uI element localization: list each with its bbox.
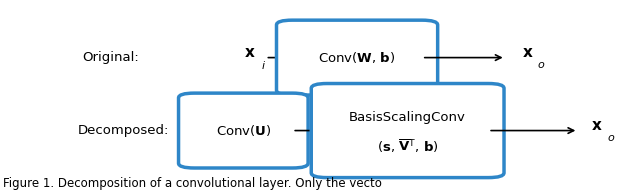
Text: $\mathbf{x}$: $\mathbf{x}$ xyxy=(193,118,205,133)
FancyBboxPatch shape xyxy=(276,20,437,95)
Text: Conv($\mathbf{W}$, $\mathbf{b}$): Conv($\mathbf{W}$, $\mathbf{b}$) xyxy=(319,50,396,65)
Text: $\mathbf{x}$: $\mathbf{x}$ xyxy=(592,118,603,133)
Text: $\mathbf{x}$: $\mathbf{x}$ xyxy=(522,45,533,60)
Text: Figure 1. Decomposition of a convolutional layer. Only the vecto: Figure 1. Decomposition of a convolution… xyxy=(3,177,382,190)
Text: Decomposed:: Decomposed: xyxy=(78,124,169,137)
FancyBboxPatch shape xyxy=(178,93,308,168)
Text: Original:: Original: xyxy=(82,51,139,64)
Text: $\mathit{o}$: $\mathit{o}$ xyxy=(607,133,616,143)
Text: ($\mathbf{s}$, $\mathbf{\overline{V}}^\mathrm{T}$, $\mathbf{b}$): ($\mathbf{s}$, $\mathbf{\overline{V}}^\m… xyxy=(377,137,439,155)
FancyBboxPatch shape xyxy=(312,84,504,178)
Text: $\mathbf{x}$: $\mathbf{x}$ xyxy=(244,45,255,60)
Text: Conv($\mathbf{U}$): Conv($\mathbf{U}$) xyxy=(216,123,271,138)
Text: $\mathit{i}$: $\mathit{i}$ xyxy=(261,59,266,71)
Text: $\mathit{o}$: $\mathit{o}$ xyxy=(537,60,546,70)
Text: BasisScalingConv: BasisScalingConv xyxy=(349,111,466,124)
Text: $\mathit{i}$: $\mathit{i}$ xyxy=(210,132,216,144)
